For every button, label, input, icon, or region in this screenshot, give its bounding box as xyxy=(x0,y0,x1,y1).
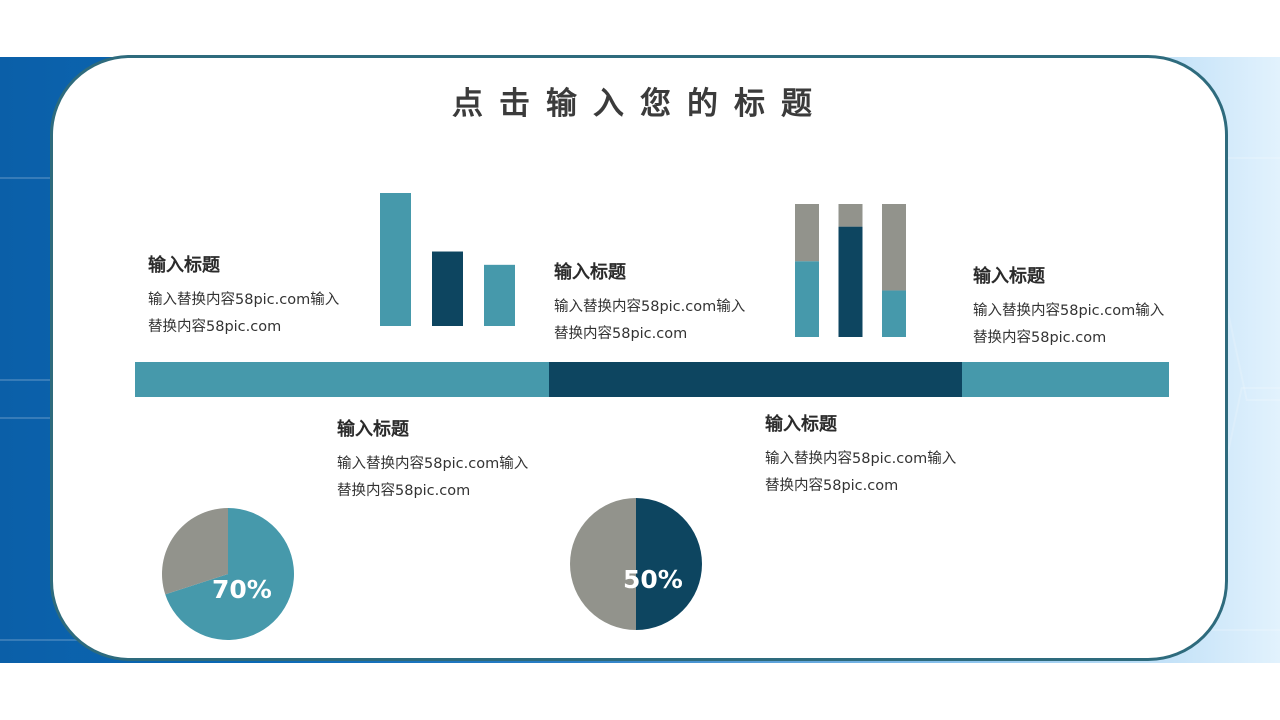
block-text: 输入替换内容58pic.com输入替换内容58pic.com xyxy=(148,292,340,335)
bar-1 xyxy=(380,193,411,326)
bar-2 xyxy=(432,251,463,326)
stacked-bar-2-segment-2 xyxy=(838,204,863,227)
pie-chart-50 xyxy=(570,498,702,630)
stacked-bar-3-segment-1 xyxy=(882,290,906,337)
pie-slice-2 xyxy=(162,508,228,595)
timeline-bar xyxy=(135,362,1169,397)
block-heading: 输入标题 xyxy=(337,419,409,440)
stacked-bar-2-segment-1 xyxy=(838,226,863,337)
stacked-bar-1-segment-1 xyxy=(795,261,819,337)
pie-slice-1 xyxy=(165,508,294,640)
pie-slice-2 xyxy=(570,498,636,630)
text-block-2: 输入标题 输入替换内容58pic.com输入替换内容58pic.com xyxy=(554,258,749,348)
stacked-bar-1-segment-2 xyxy=(795,204,819,262)
stacked-bar-chart xyxy=(795,204,906,337)
block-heading: 输入标题 xyxy=(148,255,220,276)
timeline-segment-1 xyxy=(135,362,549,397)
pie-label-70: 70% xyxy=(212,575,272,604)
pie-chart-70 xyxy=(162,508,294,640)
text-block-1: 输入标题 输入替换内容58pic.com输入替换内容58pic.com xyxy=(148,251,343,341)
block-text: 输入替换内容58pic.com输入替换内容58pic.com xyxy=(554,299,746,342)
bar-3 xyxy=(484,264,515,326)
text-block-5: 输入标题 输入替换内容58pic.com输入替换内容58pic.com xyxy=(765,410,960,500)
stacked-bar-3-segment-2 xyxy=(882,204,906,291)
timeline-segment-3 xyxy=(962,362,1169,397)
block-heading: 输入标题 xyxy=(765,414,837,435)
timeline-segment-2 xyxy=(548,362,963,397)
bar-chart-1 xyxy=(380,193,515,326)
block-text: 输入替换内容58pic.com输入替换内容58pic.com xyxy=(765,451,957,494)
text-block-3: 输入标题 输入替换内容58pic.com输入替换内容58pic.com xyxy=(973,262,1168,352)
block-text: 输入替换内容58pic.com输入替换内容58pic.com xyxy=(337,456,529,499)
block-heading: 输入标题 xyxy=(554,262,626,283)
page-title: 点击输入您的标题 xyxy=(452,86,828,122)
text-block-4: 输入标题 输入替换内容58pic.com输入替换内容58pic.com xyxy=(337,415,532,505)
pie-label-50: 50% xyxy=(623,565,683,594)
block-text: 输入替换内容58pic.com输入替换内容58pic.com xyxy=(973,303,1165,346)
pie-slice-1 xyxy=(636,498,702,630)
block-heading: 输入标题 xyxy=(973,266,1045,287)
